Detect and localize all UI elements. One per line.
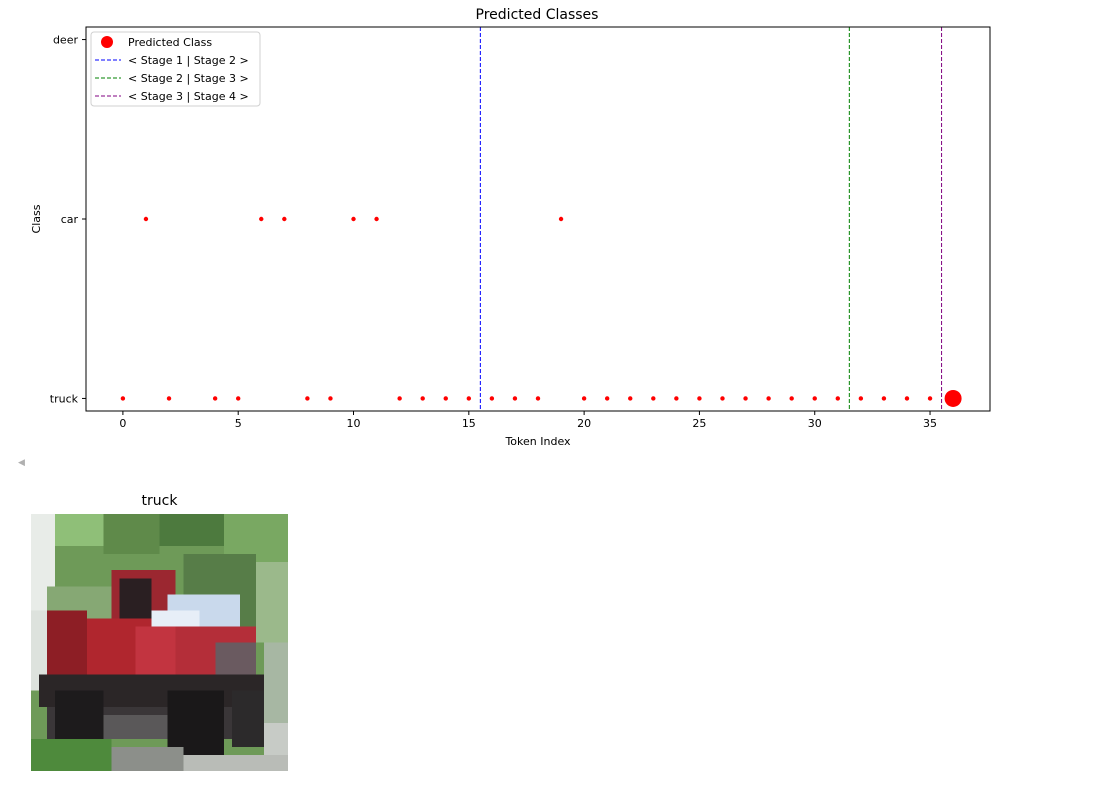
data-point	[489, 396, 495, 401]
data-point	[351, 216, 356, 222]
data-point	[720, 396, 725, 401]
data-point	[766, 396, 771, 401]
x-tick-label: 20	[577, 417, 591, 430]
data-point	[143, 216, 149, 222]
legend-label: < Stage 1 | Stage 2 >	[128, 54, 249, 67]
data-point	[628, 396, 633, 401]
data-point	[166, 396, 172, 401]
plot-frame	[85, 26, 991, 412]
data-point	[512, 396, 518, 401]
x-tick-label: 10	[347, 417, 361, 430]
final-prediction-point	[944, 389, 962, 407]
legend-marker	[101, 36, 113, 48]
data-point	[259, 216, 264, 222]
image-title: truck	[141, 493, 178, 509]
data-point	[212, 396, 218, 401]
y-tick-label: car	[61, 213, 79, 226]
legend: Predicted Class < Stage 1 | Stage 2 > < St…	[90, 31, 261, 107]
data-point	[466, 396, 472, 401]
predicted-classes-chart: Predicted Classes 0 5 10 15 20 25 30 35 truck car…	[30, 7, 991, 448]
y-tick-label: deer	[53, 34, 79, 47]
data-point	[328, 396, 333, 401]
data-point	[743, 396, 748, 401]
data-point	[236, 396, 241, 401]
x-tick-label: 5	[235, 417, 242, 430]
legend-label: Predicted Class	[128, 36, 212, 49]
data-point	[604, 396, 610, 401]
x-tick-label: 0	[119, 417, 126, 430]
data-point	[674, 396, 679, 401]
legend-label: < Stage 3 | Stage 4 >	[128, 90, 249, 103]
data-point	[581, 396, 587, 401]
chart-title: Predicted Classes	[476, 7, 599, 23]
data-point	[697, 396, 702, 401]
data-point	[789, 396, 794, 401]
scroll-left-icon[interactable]: ◀	[18, 458, 25, 468]
data-point	[120, 396, 126, 401]
x-tick-label: 35	[923, 417, 937, 430]
data-point	[305, 396, 310, 401]
data-point	[881, 396, 887, 401]
data-point	[535, 396, 541, 401]
data-point	[558, 216, 564, 222]
data-point	[904, 396, 910, 401]
x-tick-label: 25	[692, 417, 706, 430]
x-axis-label: Token Index	[504, 435, 571, 448]
y-axis-label: Class	[30, 204, 43, 233]
data-point	[443, 396, 448, 401]
x-tick-label: 30	[808, 417, 822, 430]
data-point	[858, 396, 864, 401]
data-point	[282, 216, 287, 222]
data-point	[835, 396, 840, 401]
truck-photo	[31, 514, 288, 771]
y-tick-label: truck	[50, 392, 79, 405]
data-point	[420, 396, 425, 401]
data-point	[397, 396, 402, 401]
data-point	[812, 396, 817, 401]
data-point	[927, 396, 933, 401]
x-tick-label: 15	[462, 417, 476, 430]
data-point	[651, 396, 656, 401]
legend-box	[90, 31, 261, 107]
data-point	[374, 216, 379, 222]
legend-label: < Stage 2 | Stage 3 >	[128, 72, 249, 85]
